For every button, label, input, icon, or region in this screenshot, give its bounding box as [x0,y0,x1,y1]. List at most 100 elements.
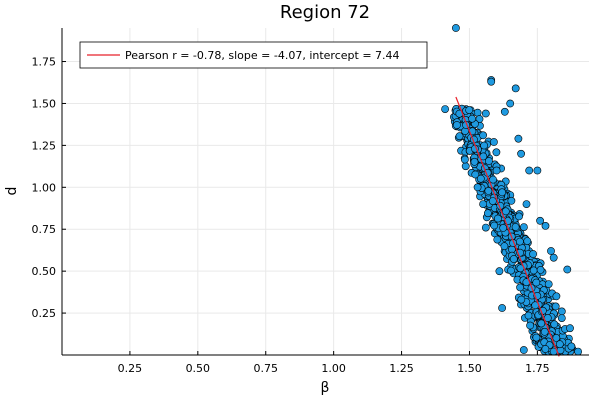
scatter-point [525,166,534,175]
scatter-point [509,255,518,263]
scatter-point [552,292,561,301]
scatter-point [547,247,555,255]
scatter-point [501,207,510,216]
scatter-point [479,131,487,140]
scatter-point [498,304,506,312]
scatter-point [515,212,523,221]
y-tick-label: 1.00 [32,181,57,194]
scatter-point [555,340,564,349]
scatter-point [498,188,506,197]
scatter-point [484,157,493,165]
scatter-point [451,24,460,32]
y-tick-label: 1.75 [32,56,57,69]
scatter-point [563,265,572,274]
scatter-point [529,250,537,258]
scatter-point [533,166,542,175]
scatter-point [452,121,461,129]
scatter-point [544,280,553,288]
scatter-point [480,141,488,150]
scatter-point [516,237,524,246]
scatter-point [495,267,504,276]
scatter-point [524,311,533,320]
x-tick-label: 1.50 [457,362,482,375]
scatter-point [507,196,516,205]
legend-box [79,41,428,69]
scatter-point [540,327,549,336]
scatter-point [499,223,508,232]
y-tick-labels: 0.25 0.50 0.75 1.00 1.25 1.50 1.75 [32,56,57,321]
scatter-point [557,307,566,316]
scatter-point [566,324,574,333]
x-tick-label: 0.50 [186,362,211,375]
axes [61,28,589,356]
scatter-point [493,214,502,223]
scatter-point [487,77,496,86]
legend: Pearson r = -0.78, slope = -4.07, interc… [79,41,428,69]
chart-title: Region 72 [280,2,370,23]
scatter-point [489,138,498,146]
scatter-point [557,314,566,322]
scatter-point [516,283,524,292]
scatter-point [492,148,501,157]
scatter-point [567,342,576,351]
x-tick-label: 1.25 [389,362,414,375]
scatter-point [517,149,525,158]
scatter-point [522,200,531,208]
scatter-point [552,333,561,342]
scatter-point [541,221,550,230]
y-axis-label: d [4,187,20,196]
scatter-point [455,132,464,141]
scatter-point [484,186,493,195]
scatter-point [529,266,538,275]
scatter-point [481,109,490,118]
scatter-points [441,24,582,356]
scatter-point [470,157,479,166]
scatter-point [492,166,501,175]
y-tick-label: 1.25 [32,139,57,152]
scatter-point [488,197,497,205]
scatter-point [523,237,532,245]
scatter-point [532,278,541,287]
scatter-point [517,295,526,304]
y-tick-label: 0.50 [32,265,57,278]
scatter-point [461,162,470,171]
x-tick-label: 0.25 [118,362,143,375]
scatter-point [536,265,545,274]
regression-line [455,96,560,357]
scatter-point [537,319,546,328]
y-tick-label: 1.50 [32,97,57,110]
x-tick-labels: 0.25 0.50 0.75 1.00 1.25 1.50 1.75 [118,362,550,375]
scatter-point [500,107,509,116]
scatter-point [532,333,541,342]
y-tick-label: 0.75 [32,223,57,236]
scatter-point [514,134,523,143]
scatter-point [465,106,474,114]
scatter-point [483,209,492,218]
x-axis-label: β [321,380,330,396]
scatter-point [549,253,558,262]
scatter-point [511,223,520,231]
scatter-point [511,84,520,93]
x-tick-label: 1.75 [525,362,550,375]
scatter-point [481,223,490,232]
scatter-point [476,174,485,183]
scatter-point [536,216,544,225]
scatter-point [526,321,534,330]
scatter-point [479,200,487,208]
scatter-point [507,266,515,275]
scatter-point [519,346,528,354]
x-tick-label: 1.00 [321,362,346,375]
scatter-point [493,235,502,244]
y-tick-label: 0.25 [32,307,57,320]
scatter-point [551,302,560,311]
legend-entry-label: Pearson r = -0.78, slope = -4.07, interc… [125,49,400,62]
scatter-point [500,242,509,251]
scatter-point [441,105,449,113]
scatter-point [541,345,550,353]
scatter-point [506,99,515,108]
scatter-point [550,320,559,329]
scatter-point [468,114,476,123]
x-tick-label: 0.75 [253,362,278,375]
scatter-point [473,183,482,192]
